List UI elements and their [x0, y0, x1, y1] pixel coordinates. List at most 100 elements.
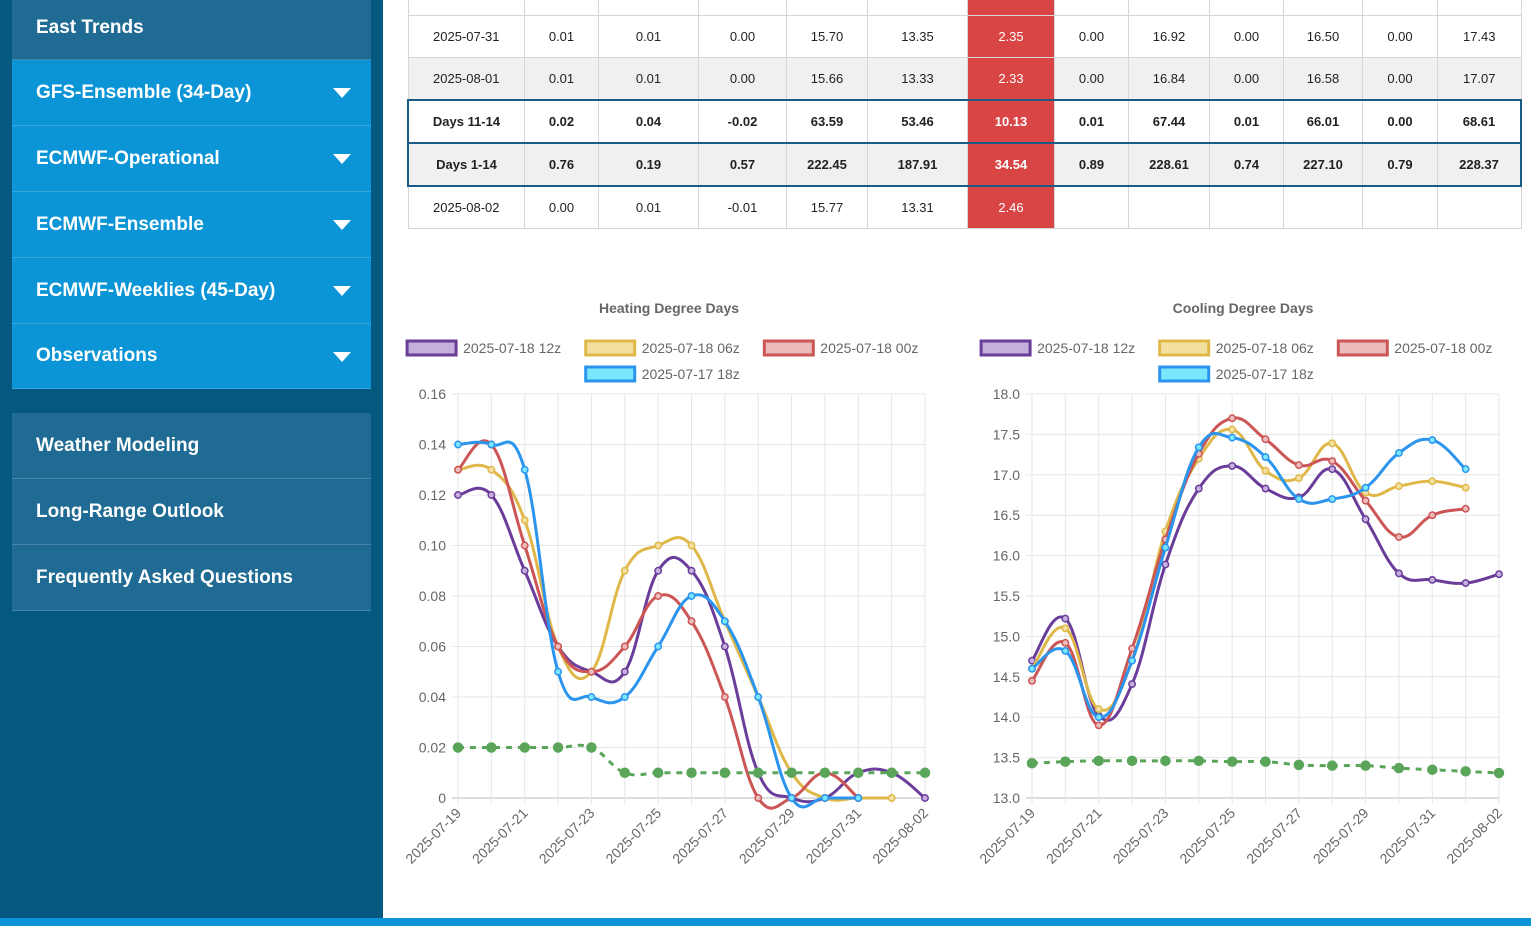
table-cell: 0.76	[524, 142, 599, 187]
y-tick-label: 15.0	[993, 628, 1020, 644]
sidebar-item-gfs-ensemble-34-day[interactable]: GFS-Ensemble (34-Day)	[12, 60, 371, 126]
table-cell	[1128, 0, 1210, 16]
legend-label: 2025-07-18 06z	[642, 340, 740, 356]
sidebar-item-ecmwf-operational[interactable]: ECMWF-Operational	[12, 126, 371, 192]
chart-title: Heating Degree Days	[599, 300, 739, 316]
data-point	[652, 767, 664, 778]
data-point	[1328, 439, 1337, 448]
data-point	[1294, 461, 1303, 470]
table-cell: 13.33	[867, 57, 968, 101]
table-cell	[1209, 0, 1284, 16]
data-point	[554, 642, 563, 651]
data-point	[919, 767, 931, 778]
row-label	[407, 0, 525, 16]
data-point	[1061, 624, 1070, 633]
sidebar-item-observations[interactable]: Observations	[12, 324, 371, 389]
data-point	[1261, 466, 1270, 475]
data-point	[1294, 474, 1303, 482]
data-point	[1461, 504, 1470, 513]
table-row: 2025-07-31 0.01 0.01 0.00 15.70 13.35 2.35 0.00…	[407, 15, 1522, 58]
table-cell	[1437, 0, 1522, 16]
table-cell: 2.33	[967, 57, 1055, 101]
table-cell: 63.59	[786, 99, 868, 144]
y-tick-label: 0.16	[419, 386, 446, 402]
x-tick-label: 2025-07-27	[1243, 805, 1305, 867]
y-tick-label: 15.5	[993, 588, 1020, 604]
table-cell	[598, 0, 699, 16]
chevron-down-icon[interactable]	[333, 352, 351, 362]
legend-label: 2025-07-18 00z	[820, 340, 918, 356]
data-point	[1393, 762, 1405, 774]
x-tick-label: 2025-07-21	[1043, 805, 1105, 867]
x-tick-label: 2025-07-23	[536, 805, 598, 867]
data-point	[1128, 656, 1137, 665]
data-point	[519, 742, 530, 753]
sidebar-item-weather-modeling[interactable]: Weather Modeling	[12, 413, 371, 479]
sidebar-item-ecmwf-ensemble[interactable]: ECMWF-Ensemble	[12, 192, 371, 258]
data-point	[1061, 646, 1070, 655]
sidebar-item-frequently-asked-questions[interactable]: Frequently Asked Questions	[12, 545, 371, 611]
sidebar-item-long-range-outlook[interactable]: Long-Range Outlook	[12, 479, 371, 545]
data-point	[1228, 414, 1237, 423]
table-row	[407, 0, 1522, 16]
data-point	[1394, 533, 1403, 541]
data-point	[554, 667, 563, 676]
chevron-down-icon[interactable]	[333, 88, 351, 98]
legend-label: 2025-07-18 06z	[1216, 340, 1314, 356]
chevron-down-icon[interactable]	[333, 286, 351, 296]
data-point	[1194, 484, 1203, 493]
data-point	[1061, 614, 1070, 623]
table-cell: 66.01	[1283, 99, 1363, 144]
chart-title: Cooling Degree Days	[1173, 300, 1314, 316]
sidebar-item-label: ECMWF-Ensemble	[36, 213, 204, 235]
table-cell: 15.70	[786, 15, 868, 58]
legend-swatch	[1336, 339, 1389, 357]
data-point	[854, 794, 863, 802]
data-point	[1294, 495, 1303, 503]
data-point	[520, 566, 529, 575]
data-point	[1326, 760, 1338, 771]
data-point	[654, 541, 663, 550]
table-cell: 16.50	[1283, 15, 1363, 58]
table-cell: 17.07	[1437, 57, 1522, 101]
data-point	[487, 440, 496, 449]
y-tick-label: 0.04	[419, 689, 446, 705]
table-cell: 67.44	[1128, 99, 1210, 144]
data-point	[486, 742, 497, 753]
table-cell: 16.58	[1283, 57, 1363, 101]
data-point	[454, 440, 462, 449]
data-point	[1261, 484, 1270, 493]
table-cell	[1362, 0, 1438, 16]
sidebar-item-ecmwf-weeklies-45-day[interactable]: ECMWF-Weeklies (45-Day)	[12, 258, 371, 324]
data-point	[1361, 515, 1370, 524]
row-label: Days 1-14	[407, 142, 525, 187]
legend-swatch	[405, 339, 458, 357]
data-point	[1261, 453, 1270, 461]
data-point	[686, 767, 697, 778]
table-cell: 17.43	[1437, 15, 1522, 58]
table-cell	[1054, 185, 1129, 229]
data-point	[1161, 560, 1170, 569]
chevron-down-icon[interactable]	[333, 220, 351, 230]
chevron-down-icon[interactable]	[333, 154, 351, 164]
sidebar-item-east-trends[interactable]: East Trends	[12, 0, 371, 60]
data-point	[1394, 449, 1403, 457]
row-label: 2025-08-01	[407, 57, 525, 101]
sidebar-item-label: Weather Modeling	[36, 434, 200, 456]
legend-label: 2025-07-17 18z	[1216, 366, 1314, 382]
legend-label: 2025-07-18 12z	[463, 340, 561, 356]
table-cell: 13.35	[867, 15, 968, 58]
table-row: Days 11-14 0.02 0.04 -0.02 63.59 53.46 10.13 0.…	[407, 99, 1522, 144]
table-cell: 0.19	[598, 142, 699, 187]
data-point	[654, 566, 663, 575]
table-cell	[1128, 185, 1210, 229]
table-cell	[1283, 0, 1363, 16]
x-tick-label: 2025-08-02	[869, 805, 931, 867]
table-cell: 0.04	[598, 99, 699, 144]
data-point	[1094, 721, 1103, 730]
y-tick-label: 0.12	[419, 487, 446, 503]
data-point	[1461, 579, 1470, 588]
sidebar-top-group: East Trends GFS-Ensemble (34-Day) ECMWF-Op…	[12, 0, 371, 389]
data-point	[1028, 676, 1036, 685]
data-point	[1461, 465, 1470, 474]
